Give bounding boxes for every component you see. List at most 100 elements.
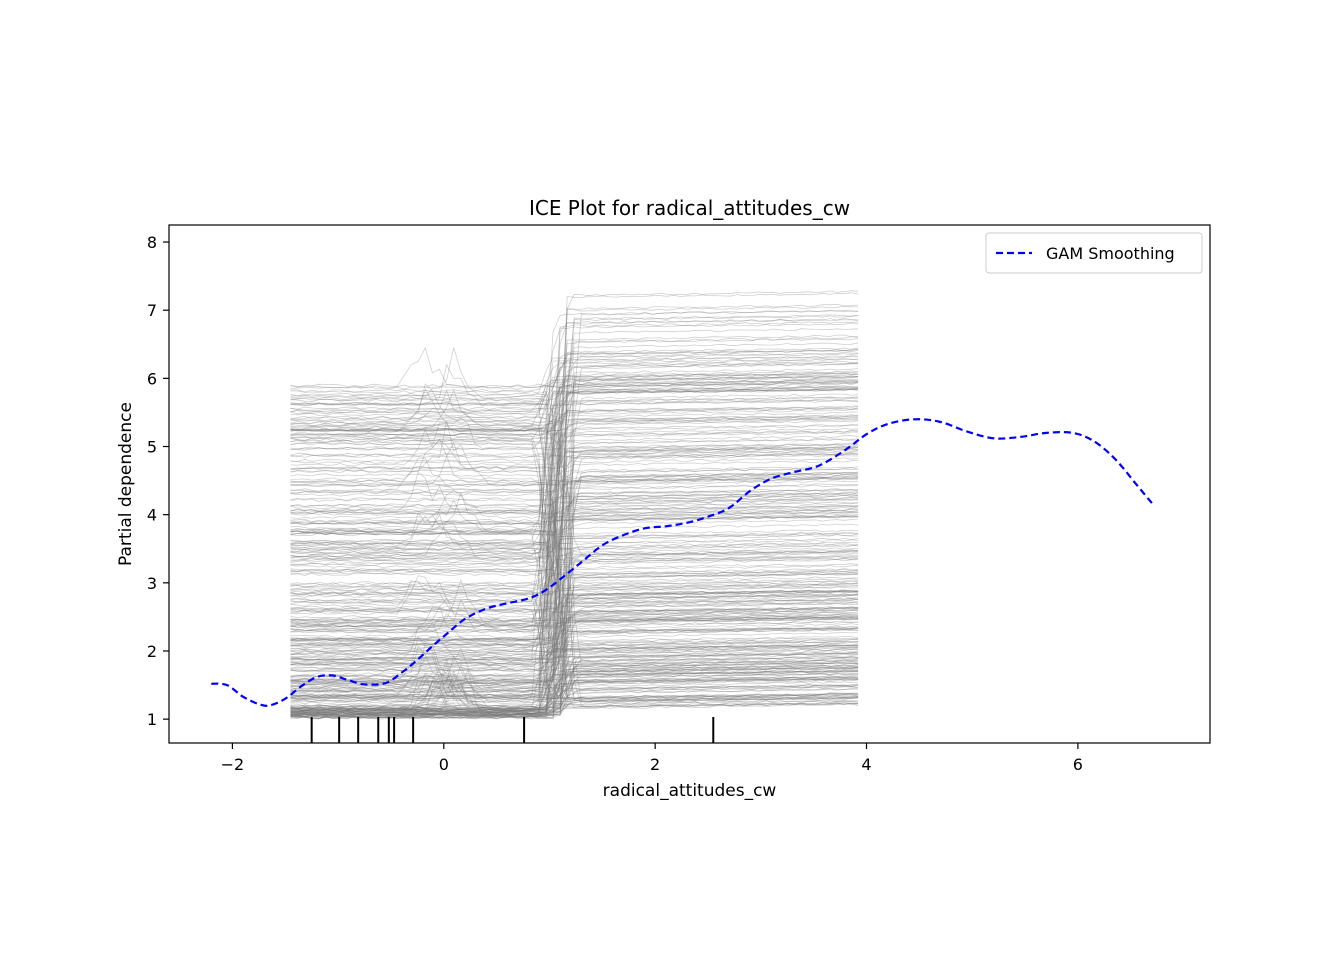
ice-curve [290, 357, 859, 393]
ice-curve [290, 471, 859, 536]
ice-curve [290, 349, 859, 388]
ice-curve [290, 695, 859, 717]
ice-curve [290, 677, 859, 715]
ice-curve [290, 666, 859, 711]
ice-curve [290, 542, 859, 558]
ice-curve [290, 683, 859, 691]
ice-curve [290, 529, 859, 566]
ice-curve [290, 358, 859, 713]
ice-curve [290, 662, 859, 707]
y-tick-label: 6 [147, 369, 157, 388]
ice-curve [290, 431, 859, 470]
ice-curve [290, 589, 859, 623]
ice-curve [290, 573, 859, 596]
ice-curve [290, 381, 859, 699]
ice-curve [290, 390, 859, 479]
ice-curve [290, 617, 859, 713]
ice-curve [290, 611, 859, 656]
ice-curve [290, 445, 859, 474]
ice-curve [290, 476, 859, 502]
ice-curve [290, 629, 859, 716]
ice-curve [290, 509, 859, 556]
ice-curve [290, 352, 859, 398]
ice-curve [290, 644, 859, 673]
ice-curve [290, 627, 859, 652]
ice-curve [290, 609, 859, 641]
ice-curve [290, 602, 859, 656]
ice-curve [290, 659, 859, 683]
ice-curve [290, 419, 859, 444]
ice-curve [290, 319, 859, 561]
ice-curve [290, 685, 859, 718]
ice-curve [290, 532, 859, 559]
ice-curve [290, 370, 859, 420]
ice-curve [290, 606, 859, 642]
ice-curve [290, 672, 859, 711]
ice-curve [290, 491, 859, 534]
ice-curve [290, 489, 859, 510]
ice-curve [290, 446, 859, 493]
ice-curve [290, 627, 859, 670]
ice-curve [290, 430, 859, 693]
ice-curve [290, 645, 859, 693]
ice-curve [290, 584, 859, 611]
ice-curve [290, 664, 859, 693]
gam-smoothing-layer [211, 418, 1153, 707]
ice-curve [290, 572, 859, 605]
ice-curve [290, 389, 859, 521]
ice-curve [290, 625, 859, 678]
ice-curve [290, 637, 859, 666]
y-tick-label: 2 [147, 642, 157, 661]
ice-curve [290, 655, 859, 717]
ice-curve [290, 616, 859, 649]
ice-curve [290, 547, 859, 653]
ice-curve [290, 475, 859, 613]
rug-ticks [310, 717, 715, 743]
ice-curve [290, 597, 859, 648]
ice-curve [290, 351, 859, 390]
y-tick-label: 1 [147, 710, 157, 729]
ice-curve [290, 383, 859, 699]
ice-curve [290, 667, 859, 713]
ice-curve [290, 700, 859, 719]
ice-curve [290, 438, 859, 650]
ice-curve [290, 441, 859, 538]
ice-curve [290, 432, 859, 582]
ice-curve [290, 577, 859, 716]
ice-curve [290, 572, 859, 718]
ice-curve [290, 396, 859, 416]
ice-curve [290, 376, 859, 428]
ice-curve [290, 290, 859, 569]
y-tick-label: 8 [147, 233, 157, 252]
ice-curve [290, 466, 859, 512]
ice-curve [290, 361, 859, 470]
ice-curve [290, 419, 859, 668]
ice-curve [290, 397, 859, 693]
chart-title: ICE Plot for radical_attitudes_cw [529, 196, 850, 220]
ice-curve [290, 656, 859, 710]
ice-curve [290, 375, 859, 415]
ice-curve [290, 388, 859, 433]
ice-curve [290, 531, 859, 710]
y-axis-ticks: 1 2 3 4 5 6 7 8 [147, 233, 169, 729]
ice-curve [290, 347, 859, 399]
ice-curve [290, 387, 859, 413]
ice-curve [290, 659, 859, 678]
ice-curve [290, 541, 859, 600]
ice-curve [290, 457, 859, 665]
ice-curve [290, 437, 859, 566]
ice-curve [290, 670, 859, 693]
ice-curve [290, 590, 859, 644]
ice-curve [290, 425, 859, 463]
ice-curve [290, 580, 859, 616]
ice-curve [290, 582, 859, 715]
ice-curve [290, 684, 859, 709]
ice-curve [290, 620, 859, 646]
ice-curve [290, 614, 859, 642]
ice-curve [290, 338, 859, 573]
ice-curve [290, 666, 859, 700]
ice-curve [290, 657, 859, 711]
ice-curve [290, 538, 859, 560]
ice-curve [290, 508, 859, 551]
x-axis-label: radical_attitudes_cw [603, 781, 777, 801]
